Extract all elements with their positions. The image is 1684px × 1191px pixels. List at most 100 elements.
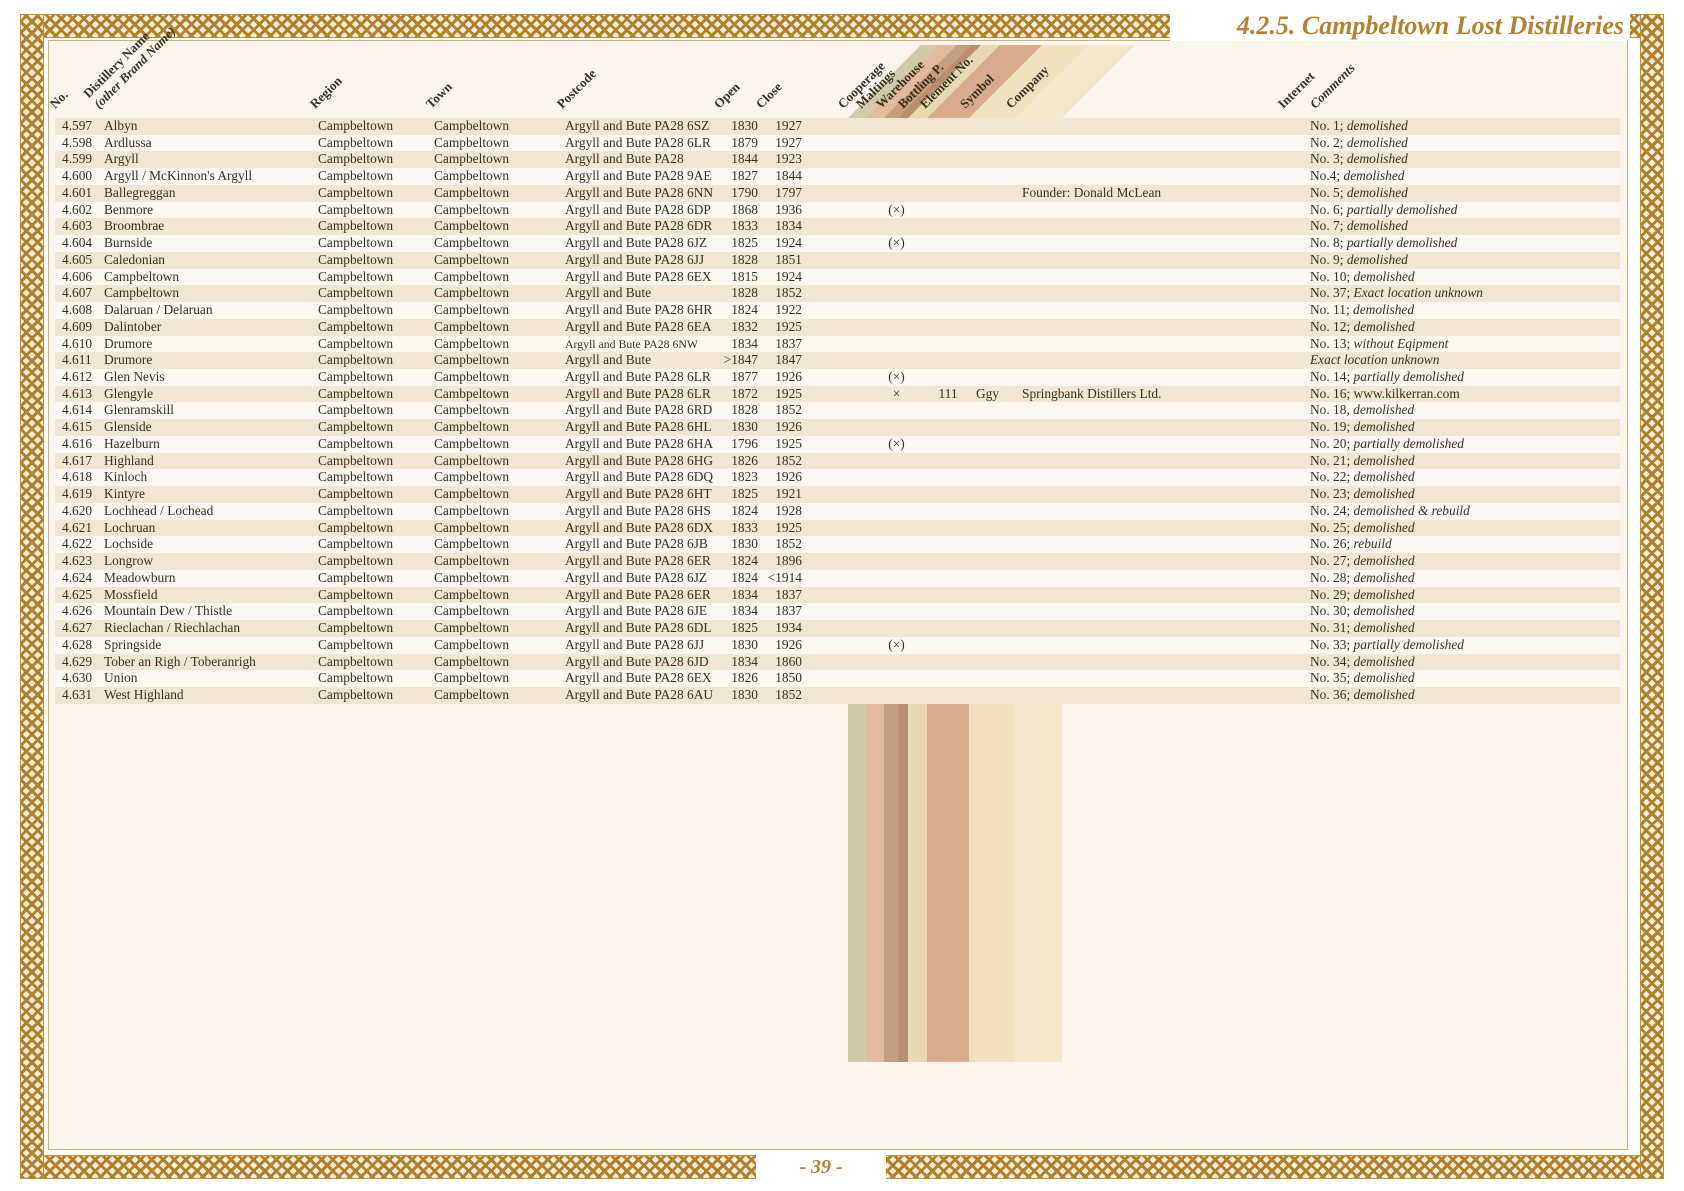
cell-symbol (976, 369, 1020, 386)
table-row: 4.609 Dalintober Campbeltown Campbeltown… (55, 318, 1620, 336)
cell-close-year: 1923 (775, 151, 802, 167)
cell-no: 4.631 (62, 686, 93, 702)
cell-element-no (927, 469, 969, 486)
cell-symbol (976, 185, 1020, 202)
cell-open-year: 1824 (731, 302, 758, 318)
cell-no: 4.615 (62, 419, 93, 435)
cell-region: Campbeltown (318, 502, 394, 518)
cell-region: Campbeltown (318, 268, 394, 284)
cell-open-year: 1834 (731, 603, 758, 619)
cell-postcode: Argyll and Bute PA28 6DQ (565, 469, 714, 485)
table-row: 4.605 Caledonian Campbeltown Campbeltown… (55, 251, 1620, 269)
cell-region: Campbeltown (318, 184, 394, 200)
cell-element-no (927, 369, 969, 386)
cell-element-no (927, 352, 969, 369)
page-number: - 39 - (756, 1153, 886, 1181)
cell-postcode: Argyll and Bute PA28 6HT (565, 486, 712, 502)
cell-distillery-name: Benmore (104, 201, 154, 217)
table-row: 4.602 Benmore Campbeltown Campbeltown Ar… (55, 201, 1620, 219)
cell-symbol (976, 419, 1020, 436)
section-title-text: 4.2.5. Campbeltown Lost Distilleries (1236, 11, 1624, 40)
cell-region: Campbeltown (318, 235, 394, 251)
cell-region: Campbeltown (318, 603, 394, 619)
cell-no: 4.616 (62, 435, 93, 451)
cell-open-year: 1879 (731, 134, 758, 150)
table-row: 4.617 Highland Campbeltown Campbeltown A… (55, 452, 1620, 470)
cell-open-year: 1834 (731, 335, 758, 351)
cell-comment: No. 6; partially demolished (1310, 201, 1458, 217)
cell-company (1022, 570, 1302, 587)
cell-element-no (927, 202, 969, 219)
cell-town: Campbeltown (434, 519, 510, 535)
cell-postcode: Argyll and Bute PA28 6ER (565, 586, 711, 602)
cell-element-no (927, 269, 969, 286)
cell-distillery-name: Tober an Righ / Toberanrigh (104, 653, 256, 669)
cell-no: 4.621 (62, 519, 93, 535)
cell-comment: No. 22; demolished (1310, 469, 1415, 485)
cell-distillery-name: Ardlussa (104, 134, 152, 150)
cell-comment: No. 33; partially demolished (1310, 636, 1465, 652)
cell-postcode: Argyll and Bute PA28 6JJ (565, 251, 705, 267)
cell-town: Campbeltown (434, 335, 510, 351)
cell-postcode: Argyll and Bute PA28 6HG (565, 452, 714, 468)
cell-element-no (927, 687, 969, 704)
cell-warehouse-mark (884, 302, 909, 319)
cell-warehouse-mark (884, 536, 909, 553)
cell-warehouse-mark (884, 252, 909, 269)
cell-close-year: 1926 (775, 419, 802, 435)
table-row: 4.628 Springside Campbeltown Campbeltown… (55, 636, 1620, 654)
cell-no: 4.620 (62, 502, 93, 518)
cell-postcode: Argyll and Bute PA28 6LR (565, 369, 711, 385)
cell-company (1022, 235, 1302, 252)
cell-comment: No. 25; demolished (1310, 519, 1415, 535)
cell-distillery-name: Caledonian (104, 251, 165, 267)
cell-comment: No. 3; demolished (1310, 151, 1408, 167)
cell-company (1022, 336, 1302, 353)
cell-close-year: 1926 (775, 369, 802, 385)
cell-element-no: 111 (938, 385, 958, 401)
cell-element-no (927, 402, 969, 419)
cell-comment: No. 18, demolished (1310, 402, 1415, 418)
cell-open-year: 1830 (731, 419, 758, 435)
cell-warehouse-mark (884, 670, 909, 687)
cell-symbol (976, 536, 1020, 553)
cell-close-year: 1934 (775, 620, 802, 636)
cell-company (1022, 453, 1302, 470)
cell-close-year: 1834 (775, 218, 802, 234)
cell-close-year: 1936 (775, 201, 802, 217)
cell-postcode: Argyll and Bute PA28 6DX (565, 519, 714, 535)
cell-town: Campbeltown (434, 502, 510, 518)
cell-company: Founder: Donald McLean (1022, 184, 1162, 200)
cell-region: Campbeltown (318, 134, 394, 150)
cell-no: 4.613 (62, 385, 93, 401)
cell-element-no (927, 336, 969, 353)
cell-distillery-name: Glen Nevis (104, 369, 165, 385)
cell-town: Campbeltown (434, 620, 510, 636)
cell-company (1022, 520, 1302, 537)
cell-element-no (927, 235, 969, 252)
cell-warehouse-mark: (×) (888, 369, 905, 385)
cell-warehouse-mark (884, 503, 909, 520)
cell-open-year: 1823 (731, 469, 758, 485)
table-row: 4.631 West Highland Campbeltown Campbelt… (55, 686, 1620, 704)
cell-comment: No. 29; demolished (1310, 586, 1415, 602)
cell-close-year: 1852 (775, 686, 802, 702)
cell-region: Campbeltown (318, 285, 394, 301)
cell-region: Campbeltown (318, 369, 394, 385)
cell-company (1022, 620, 1302, 637)
table-row: 4.615 Glenside Campbeltown Campbeltown A… (55, 419, 1620, 436)
cell-company (1022, 218, 1302, 235)
cell-distillery-name: Longrow (104, 553, 154, 569)
cell-postcode: Argyll and Bute PA28 6JB (565, 536, 708, 552)
cell-region: Campbeltown (318, 318, 394, 334)
table-row: 4.612 Glen Nevis Campbeltown Campbeltown… (55, 369, 1620, 386)
cell-company (1022, 670, 1302, 687)
cell-symbol (976, 402, 1020, 419)
cell-element-no (927, 453, 969, 470)
cell-symbol (976, 453, 1020, 470)
cell-company: Springbank Distillers Ltd. (1022, 385, 1162, 401)
cell-postcode: Argyll and Bute PA28 6HS (565, 502, 711, 518)
cell-open-year: 1826 (731, 452, 758, 468)
cell-comment: No. 28; demolished (1310, 569, 1415, 585)
cell-postcode: Argyll and Bute PA28 6EX (565, 268, 712, 284)
